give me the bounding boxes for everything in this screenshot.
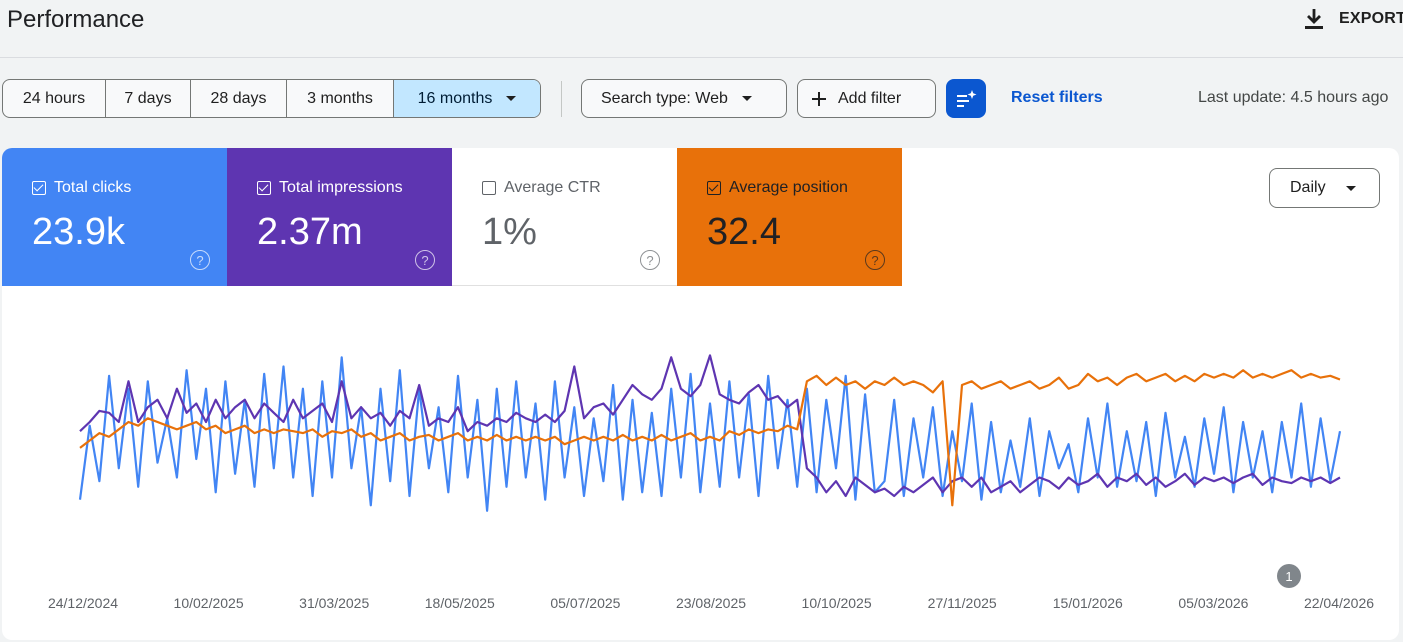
performance-card: Total clicks 23.9k ? Total impressions 2… — [2, 148, 1399, 640]
metric-value: 1% — [482, 211, 537, 253]
help-icon[interactable]: ? — [865, 250, 885, 270]
range-16-months[interactable]: 16 months — [394, 80, 540, 117]
x-tick-label: 31/03/2025 — [299, 595, 369, 611]
top-bar: Performance EXPORT — [0, 0, 1403, 58]
checkbox-checked-icon[interactable] — [707, 181, 721, 195]
help-icon[interactable]: ? — [640, 250, 660, 270]
x-tick-label: 23/08/2025 — [676, 595, 746, 611]
metric-average-position[interactable]: Average position 32.4 ? — [677, 148, 902, 286]
performance-line-chart: 24/12/2024 10/02/2025 31/03/2025 18/05/2025… — [48, 354, 1374, 611]
divider — [561, 81, 562, 117]
metric-value: 32.4 — [707, 211, 781, 253]
export-label: EXPORT — [1339, 10, 1403, 27]
annotation-marker[interactable]: 1 — [1277, 564, 1301, 588]
range-7-days[interactable]: 7 days — [106, 80, 191, 117]
add-filter-button[interactable]: Add filter — [797, 79, 936, 118]
x-tick-label: 10/10/2025 — [802, 595, 872, 611]
range-3-months[interactable]: 3 months — [287, 80, 394, 117]
checkbox-checked-icon[interactable] — [32, 181, 46, 195]
last-update-text: Last update: 4.5 hours ago — [1198, 89, 1389, 106]
series-line-average-position — [79, 369, 1341, 507]
checkbox-checked-icon[interactable] — [257, 181, 271, 195]
chevron-down-icon — [1345, 185, 1356, 191]
x-tick-label: 05/07/2025 — [550, 595, 620, 611]
x-tick-label: 10/02/2025 — [174, 595, 244, 611]
sparkle-filter-icon — [957, 89, 977, 107]
download-icon — [1305, 9, 1323, 29]
x-tick-label: 27/11/2025 — [928, 595, 997, 611]
metric-total-impressions[interactable]: Total impressions 2.37m ? — [227, 148, 452, 286]
series-line-total-impressions — [79, 354, 1341, 498]
metric-value: 2.37m — [257, 211, 363, 253]
export-button[interactable]: EXPORT — [1303, 6, 1403, 32]
metric-value: 23.9k — [32, 211, 125, 253]
x-tick-label: 22/04/2026 — [1304, 595, 1374, 611]
range-28-days[interactable]: 28 days — [191, 80, 287, 117]
series-line-total-clicks — [78, 356, 1342, 512]
help-icon[interactable]: ? — [415, 250, 435, 270]
reset-filters-link[interactable]: Reset filters — [1011, 89, 1103, 106]
date-range-selector: 24 hours 7 days 28 days 3 months 16 mont… — [2, 79, 541, 118]
x-tick-label: 15/01/2026 — [1053, 595, 1123, 611]
x-tick-label: 05/03/2026 — [1178, 595, 1248, 611]
checkbox-unchecked-icon[interactable] — [482, 181, 496, 195]
plus-icon — [812, 91, 826, 106]
x-tick-label: 24/12/2024 — [48, 595, 118, 611]
chevron-down-icon — [741, 96, 752, 101]
metric-average-ctr[interactable]: Average CTR 1% ? — [452, 148, 677, 286]
page-title: Performance — [7, 6, 145, 33]
filter-bar: 24 hours 7 days 28 days 3 months 16 mont… — [0, 78, 1403, 120]
x-tick-label: 18/05/2025 — [425, 595, 495, 611]
chevron-down-icon — [506, 96, 517, 101]
granularity-dropdown[interactable]: Daily — [1269, 168, 1380, 208]
help-icon[interactable]: ? — [190, 250, 210, 270]
range-24-hours[interactable]: 24 hours — [3, 80, 106, 117]
search-type-dropdown[interactable]: Search type: Web — [581, 79, 787, 118]
smart-filter-button[interactable] — [946, 79, 986, 118]
metric-total-clicks[interactable]: Total clicks 23.9k ? — [2, 148, 227, 286]
